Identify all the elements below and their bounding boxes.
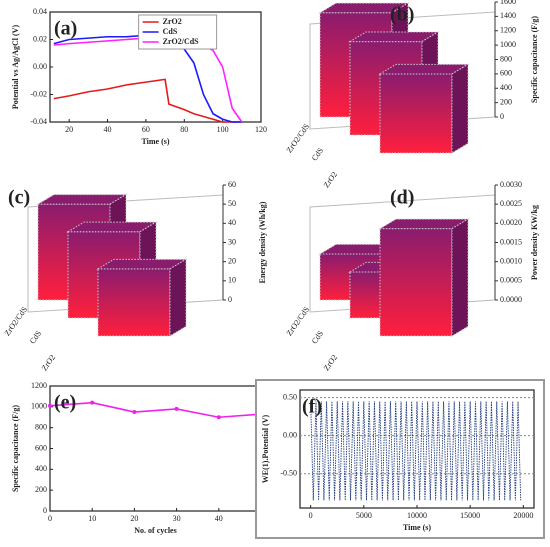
y-tick-label: 0.00 — [283, 431, 297, 440]
x-tick-label: 30 — [173, 514, 181, 523]
x-tick-label: 5000 — [356, 511, 372, 520]
y-tick-label: 400 — [500, 83, 512, 92]
y-tick-label: 1000 — [31, 402, 47, 411]
y-tick-label: 50 — [228, 199, 236, 208]
y-tick-label: 40 — [228, 218, 236, 227]
x-tick-label: 15000 — [460, 511, 480, 520]
marker — [216, 415, 221, 420]
y-tick-label: 1600 — [500, 0, 516, 6]
bar — [379, 73, 453, 154]
panel-label: (b) — [390, 4, 414, 26]
y-tick-label: 0.0030 — [500, 180, 522, 189]
frame — [255, 379, 545, 539]
marker — [174, 406, 179, 411]
y-axis-label: Energy density (Wh/kg) — [258, 201, 267, 283]
y-tick-label: 0.00 — [33, 62, 47, 71]
panel-label: (f) — [302, 396, 322, 418]
x-tick-label: 100 — [217, 125, 229, 134]
y-tick-label: 600 — [35, 443, 47, 452]
x-tick-label: 20 — [130, 514, 138, 523]
series-line — [310, 401, 522, 501]
y-tick-label: 0.0025 — [500, 199, 522, 208]
y-tick-label: 0 — [228, 295, 232, 304]
series-line — [53, 37, 243, 123]
x-tick-label: 60 — [142, 125, 150, 134]
y-tick-label: -0.50 — [280, 469, 297, 478]
x-tick-label: 40 — [104, 125, 112, 134]
y-tick-label: 400 — [35, 464, 47, 473]
y-tick-label: 0.02 — [33, 34, 47, 43]
x-tick-label: 20000 — [513, 511, 533, 520]
marker — [132, 410, 137, 415]
panel-label: (a) — [54, 18, 77, 40]
x-tick-label: ZrO2/CdS — [285, 122, 312, 154]
y-axis-label: Specific capacitance (F/g) — [11, 405, 20, 492]
x-tick-label: CdS — [28, 329, 43, 345]
legend-label: ZrO2 — [163, 17, 182, 26]
x-tick-label: 10000 — [407, 511, 427, 520]
bar-side — [451, 63, 469, 154]
y-tick-label: 1200 — [500, 26, 516, 35]
legend-label: CdS — [163, 27, 178, 36]
bar-side — [451, 218, 469, 337]
x-axis-label: Time (s) — [141, 137, 169, 146]
x-tick-label: CdS — [310, 329, 325, 345]
x-tick-label: ZrO2/CdS — [3, 305, 30, 337]
y-tick-label: 200 — [500, 97, 512, 106]
x-tick-label: 0 — [309, 511, 313, 520]
y-tick-label: -0.04 — [30, 117, 47, 126]
y-axis-label: Power density KW/kg — [530, 205, 539, 280]
y-tick-label: 600 — [500, 69, 512, 78]
y-tick-label: 30 — [228, 237, 236, 246]
y-tick-label: 0.50 — [283, 392, 297, 401]
y-axis-label: WE(1).Potential (V) — [261, 414, 270, 483]
y-tick-label: 0 — [43, 506, 47, 515]
series-line — [53, 78, 242, 123]
y-tick-label: 20 — [228, 256, 236, 265]
y-tick-label: 800 — [35, 422, 47, 431]
marker — [90, 400, 95, 405]
y-tick-label: 0 — [500, 112, 504, 121]
y-tick-label: 10 — [228, 276, 236, 285]
legend-label: ZrO2/CdS — [163, 37, 200, 46]
bar-side — [169, 258, 187, 337]
y-tick-label: 1200 — [31, 381, 47, 390]
x-tick-label: CdS — [310, 146, 325, 162]
y-tick-label: 0.0000 — [500, 295, 522, 304]
panel-label: (d) — [390, 187, 414, 209]
y-axis-label: Specific capacitance (F/g) — [530, 16, 539, 103]
x-tick-label: ZrO2/CdS — [285, 305, 312, 337]
x-tick-label: ZrO2 — [322, 353, 339, 372]
y-tick-label: 0.0015 — [500, 237, 522, 246]
x-tick-label: 20 — [65, 125, 73, 134]
x-axis-label: Time (s) — [403, 523, 431, 532]
x-axis-label: No. of cycles — [134, 526, 176, 535]
y-tick-label: 200 — [35, 485, 47, 494]
y-tick-label: 0.0005 — [500, 276, 522, 285]
y-tick-label: 0.04 — [33, 7, 47, 16]
x-tick-label: ZrO2 — [40, 353, 57, 372]
bar — [379, 228, 453, 337]
x-tick-label: 0 — [48, 514, 52, 523]
plot-area — [49, 385, 262, 512]
panel-label: (e) — [54, 392, 76, 414]
y-tick-label: 0.0010 — [500, 256, 522, 265]
y-tick-label: 800 — [500, 54, 512, 63]
y-tick-label: 0.0020 — [500, 218, 522, 227]
y-tick-label: -0.02 — [30, 89, 47, 98]
x-tick-label: 120 — [255, 125, 267, 134]
y-tick-label: 1000 — [500, 40, 516, 49]
x-tick-label: ZrO2 — [322, 170, 339, 189]
y-tick-label: 60 — [228, 180, 236, 189]
x-tick-label: 10 — [88, 514, 96, 523]
bar — [97, 268, 171, 337]
x-tick-label: 40 — [215, 514, 223, 523]
series-line — [49, 401, 262, 419]
x-tick-label: 80 — [180, 125, 188, 134]
panel-label: (c) — [8, 187, 30, 209]
y-tick-label: 1400 — [500, 11, 516, 20]
y-axis-label: Potential vs Ag/AgCl (V) — [11, 25, 20, 110]
marker — [48, 403, 52, 408]
